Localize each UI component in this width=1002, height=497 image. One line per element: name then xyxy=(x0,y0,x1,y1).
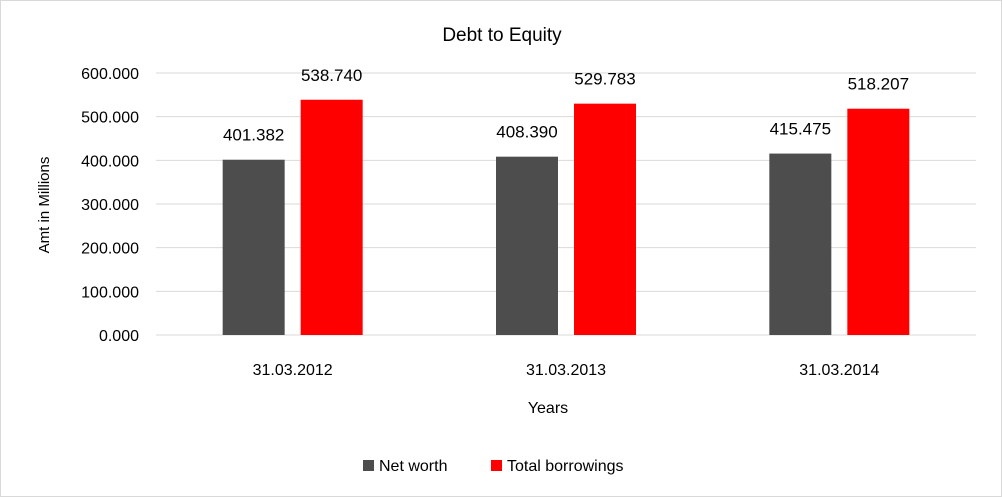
data-label: 518.207 xyxy=(848,75,909,94)
y-tick-labels: 0.000 100.000 200.000 300.000 400.000 500.000… xyxy=(81,66,139,345)
bar-net-worth xyxy=(769,153,832,335)
y-axis-label: Amt in Millions xyxy=(36,157,53,254)
legend-label: Total borrowings xyxy=(507,458,624,475)
legend-swatch xyxy=(363,460,374,471)
y-tick-label: 200.000 xyxy=(81,241,139,258)
legend-label: Net worth xyxy=(379,458,447,475)
y-tick-label: 100.000 xyxy=(81,284,139,301)
x-axis-label: Years xyxy=(528,400,568,417)
y-tick-label: 600.000 xyxy=(81,66,139,83)
legend-swatch xyxy=(491,460,502,471)
x-tick-labels: 31.03.2012 31.03.2013 31.03.2014 xyxy=(253,362,880,379)
legend: Net worth Total borrowings xyxy=(363,458,624,475)
data-labels: 401.382 538.740 408.390 529.783 415.475 518.2… xyxy=(223,66,909,145)
y-tick-label: 300.000 xyxy=(81,197,139,214)
bars xyxy=(222,99,910,335)
x-tick-label: 31.03.2012 xyxy=(253,362,333,379)
x-tick-label: 31.03.2013 xyxy=(526,362,606,379)
bar-net-worth xyxy=(222,159,285,335)
data-label: 538.740 xyxy=(301,66,362,85)
gridlines xyxy=(156,72,976,336)
data-label: 529.783 xyxy=(574,70,635,89)
data-label: 415.475 xyxy=(770,120,831,139)
y-tick-label: 0.000 xyxy=(99,328,139,345)
x-tick-label: 31.03.2014 xyxy=(799,362,879,379)
chart-title: Debt to Equity xyxy=(442,25,562,46)
data-label: 401.382 xyxy=(223,126,284,145)
bar-total-borrowings xyxy=(300,99,363,335)
y-tick-label: 500.000 xyxy=(81,110,139,127)
bar-total-borrowings xyxy=(574,103,636,335)
data-label: 408.390 xyxy=(496,123,557,142)
bar-net-worth xyxy=(496,156,558,335)
bar-total-borrowings xyxy=(847,108,910,335)
y-tick-label: 400.000 xyxy=(81,153,139,170)
